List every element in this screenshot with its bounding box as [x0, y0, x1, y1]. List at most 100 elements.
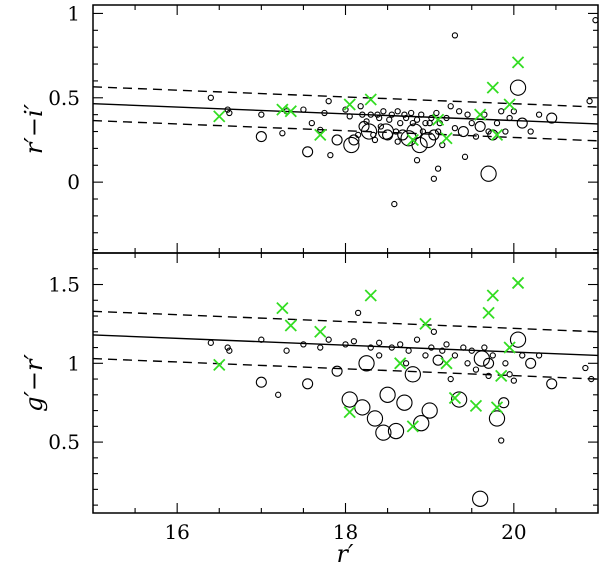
xlabel: r′ [337, 540, 354, 568]
data-point-cross [482, 306, 495, 320]
data-point-circle [401, 111, 408, 118]
data-point-circle [207, 94, 214, 101]
data-point-circle [388, 344, 395, 351]
data-point-circle [489, 352, 496, 359]
data-point-circle [443, 341, 450, 348]
data-point-circle [460, 344, 467, 351]
data-point-cross [503, 341, 516, 354]
bottom-ticks: 0.5 1 1.5 16 18 20 [48, 252, 599, 544]
data-point-circle [432, 354, 444, 366]
x-tick-label: 18 [333, 520, 358, 544]
data-point-circle [387, 422, 405, 440]
data-point-circle [447, 103, 454, 110]
data-point-circle [457, 125, 469, 138]
data-point-circle [405, 347, 412, 354]
data-point-circle [367, 111, 374, 118]
data-point-cross [486, 81, 499, 94]
data-point-cross [343, 406, 356, 419]
data-point-circle [358, 355, 375, 372]
data-point-circle [586, 98, 593, 105]
data-point-circle [258, 111, 265, 118]
data-point-circle [341, 391, 358, 408]
data-point-circle [443, 114, 450, 122]
data-point-cross [431, 113, 445, 126]
data-point-circle [428, 129, 440, 141]
fit-line [93, 102, 598, 125]
data-point-circle [428, 114, 435, 122]
data-point-circle [402, 360, 410, 367]
data-point-circle [434, 165, 442, 172]
data-point-circle [506, 371, 513, 378]
data-point-circle [455, 108, 463, 115]
data-point-circle [546, 378, 558, 390]
data-point-circle [397, 341, 404, 348]
data-point-circle [451, 125, 459, 132]
data-point-cross [343, 98, 356, 111]
data-point-circle [535, 352, 543, 359]
data-point-circle [350, 338, 358, 345]
data-point-circle [502, 128, 509, 135]
data-point-cross [314, 128, 327, 142]
data-point-circle [402, 114, 410, 122]
data-point-circle [404, 366, 421, 383]
data-point-circle [354, 309, 362, 317]
data-point-circle [481, 344, 488, 351]
data-point-circle [376, 114, 383, 122]
data-point-circle [519, 352, 526, 359]
data-point-circle [592, 17, 598, 24]
data-point-cross [440, 132, 453, 145]
data-point-circle [255, 131, 267, 143]
data-point-circle [376, 352, 383, 359]
data-point-cross [284, 319, 297, 332]
data-point-circle [394, 108, 401, 115]
data-point-cross [448, 391, 462, 405]
data-point-circle [413, 116, 421, 123]
top-ticks: 00.51 [48, 1, 599, 253]
data-point-circle [447, 375, 454, 383]
data-point-circle [488, 410, 506, 427]
data-point-cross [469, 399, 483, 412]
data-point-circle [302, 378, 314, 390]
data-point-circle [422, 352, 429, 359]
data-point-circle [525, 357, 537, 369]
data-point-circle [396, 394, 413, 411]
data-point-circle [413, 336, 421, 343]
data-point-circle [357, 103, 364, 110]
data-point-circle [468, 347, 475, 354]
data-point-cross [394, 357, 407, 370]
bottom-fit-lines [93, 310, 598, 380]
data-point-circle [343, 136, 360, 154]
data-point-circle [502, 360, 509, 367]
data-point-circle [407, 109, 415, 117]
data-point-circle [480, 165, 497, 182]
data-point-circle [226, 347, 233, 354]
data-point-circle [485, 128, 492, 135]
data-point-circle [509, 79, 527, 96]
data-point-circle [411, 136, 428, 154]
y-tick-label: 1.5 [48, 273, 80, 297]
data-point-circle [472, 490, 489, 507]
bottom-points [207, 276, 595, 507]
data-point-circle [386, 116, 393, 123]
data-point-circle [498, 397, 510, 409]
data-point-cross [440, 357, 453, 370]
data-point-circle [331, 365, 343, 377]
data-point-circle [510, 377, 517, 384]
data-point-circle [302, 146, 314, 158]
top-ylabel: r′−i′ [20, 103, 48, 154]
data-point-circle [359, 111, 366, 118]
data-point-circle [451, 32, 459, 39]
x-tick-label: 20 [501, 520, 526, 544]
data-point-circle [374, 111, 381, 118]
data-point-circle [483, 357, 495, 369]
data-point-circle [394, 138, 401, 145]
data-point-circle [283, 347, 290, 354]
data-point-circle [279, 130, 286, 137]
bottom-ylabel: g′−r′ [20, 354, 48, 412]
data-point-circle [422, 119, 429, 127]
data-point-circle [360, 123, 378, 140]
dashed-bound-lower [93, 119, 598, 142]
data-point-circle [377, 123, 384, 130]
data-point-circle [421, 402, 438, 419]
data-point-circle [375, 424, 392, 441]
